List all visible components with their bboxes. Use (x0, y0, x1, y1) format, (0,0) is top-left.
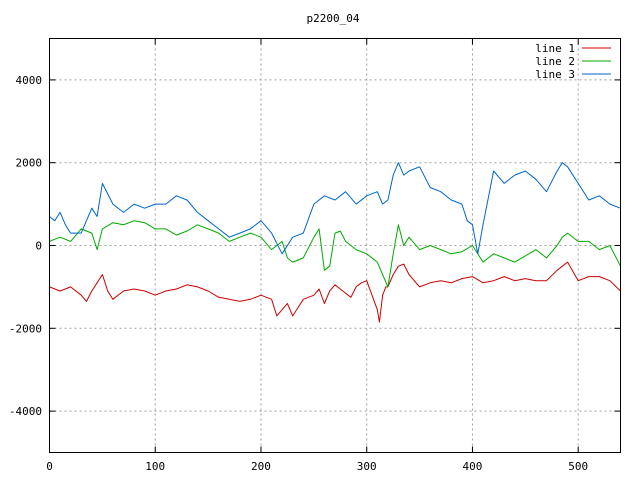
series-line-3 (49, 162, 621, 255)
x-tick-label: 400 (463, 460, 483, 473)
plot-frame (49, 38, 621, 453)
legend-label-3: line 3 (535, 68, 575, 81)
x-tick-label: 100 (145, 460, 165, 473)
series-line-2 (49, 220, 621, 288)
y-tick-label: -4000 (9, 405, 42, 418)
legend-label-1: line 1 (535, 42, 575, 55)
chart-title: p2200_04 (307, 12, 360, 25)
series-group (49, 162, 621, 323)
series-line-1 (49, 261, 621, 323)
y-tick-label: 0 (35, 240, 42, 253)
x-tick-label: 200 (251, 460, 271, 473)
grid (49, 38, 621, 453)
x-tick-label: 300 (357, 460, 377, 473)
y-tick-label: -2000 (9, 322, 42, 335)
y-tick-label: 4000 (16, 74, 43, 87)
legend-label-2: line 2 (535, 55, 575, 68)
x-tick-label: 0 (46, 460, 53, 473)
axis-ticks: 0 100 200 300 400 500 -4000 -2000 0 2000 4000 (9, 38, 621, 473)
x-tick-label: 500 (568, 460, 588, 473)
y-tick-label: 2000 (16, 157, 43, 170)
